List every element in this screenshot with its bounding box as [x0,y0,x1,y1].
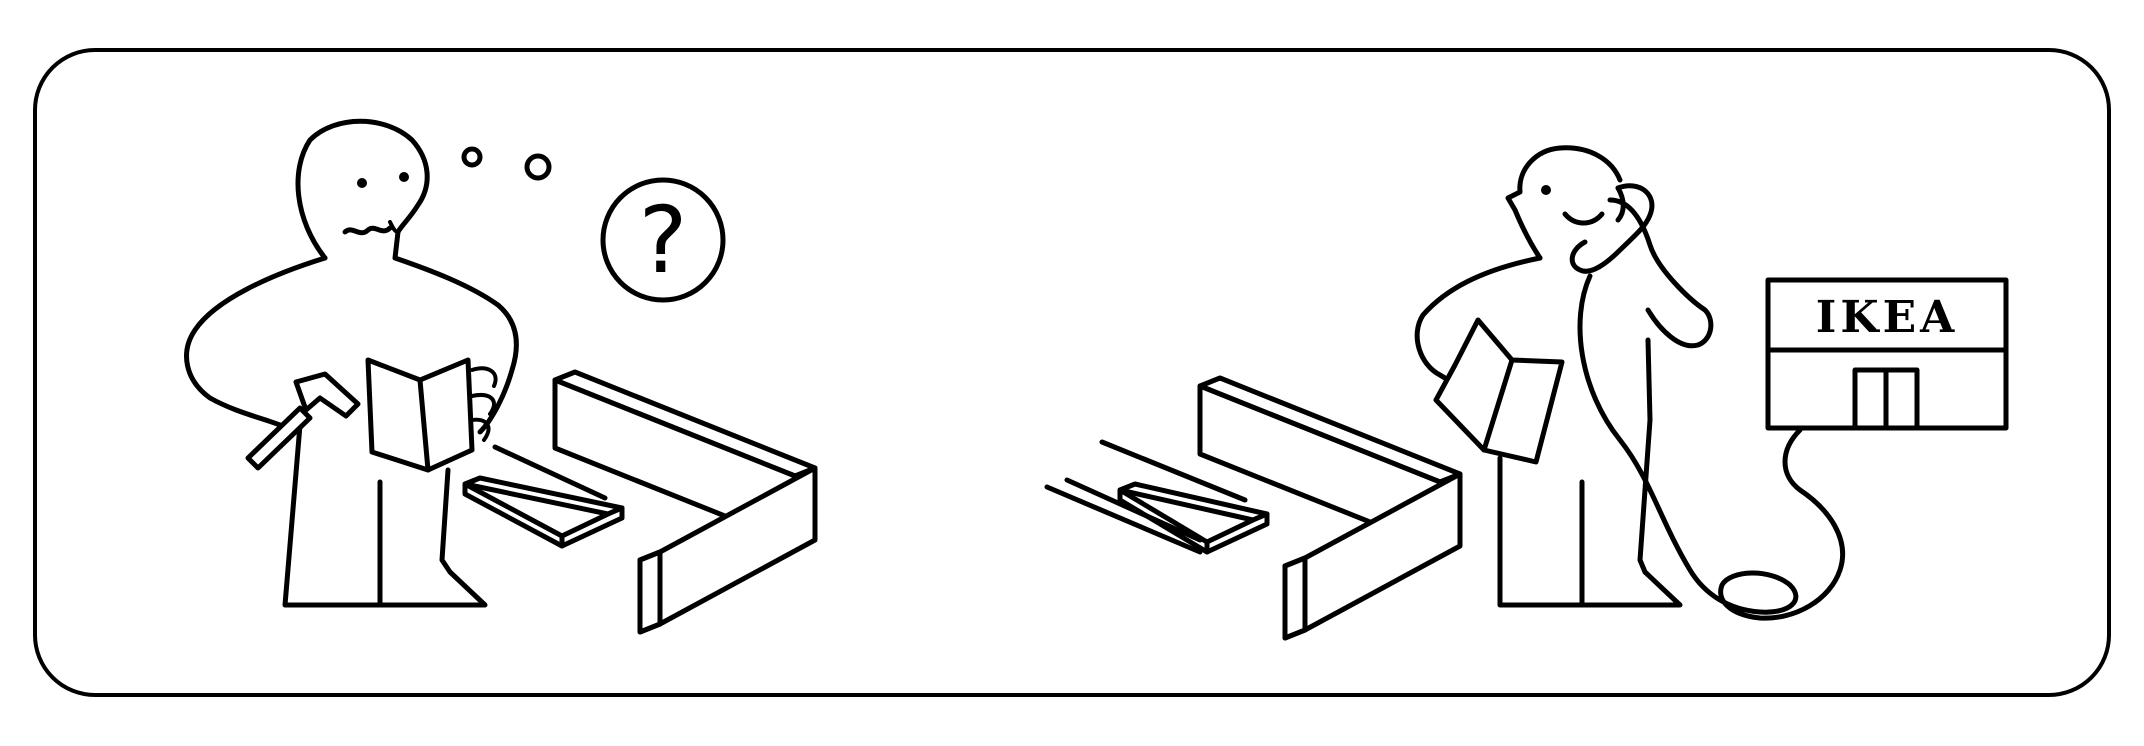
store-building-icon: IKEA [1765,277,2009,431]
confused-person-icon [184,118,519,608]
store-sign-label: IKEA [1816,292,1959,343]
furniture-parts-icon-right [1044,375,1463,641]
furniture-parts-icon [462,369,818,635]
question-mark: ? [639,187,688,294]
telephone-icon [1569,183,1846,621]
thought-bubble-icon: ? [461,146,726,303]
phone-calling-person-icon [1414,145,1714,608]
instruction-booklet-icon [365,357,498,473]
hammer-icon [245,371,361,471]
panel-frame [33,48,2111,697]
